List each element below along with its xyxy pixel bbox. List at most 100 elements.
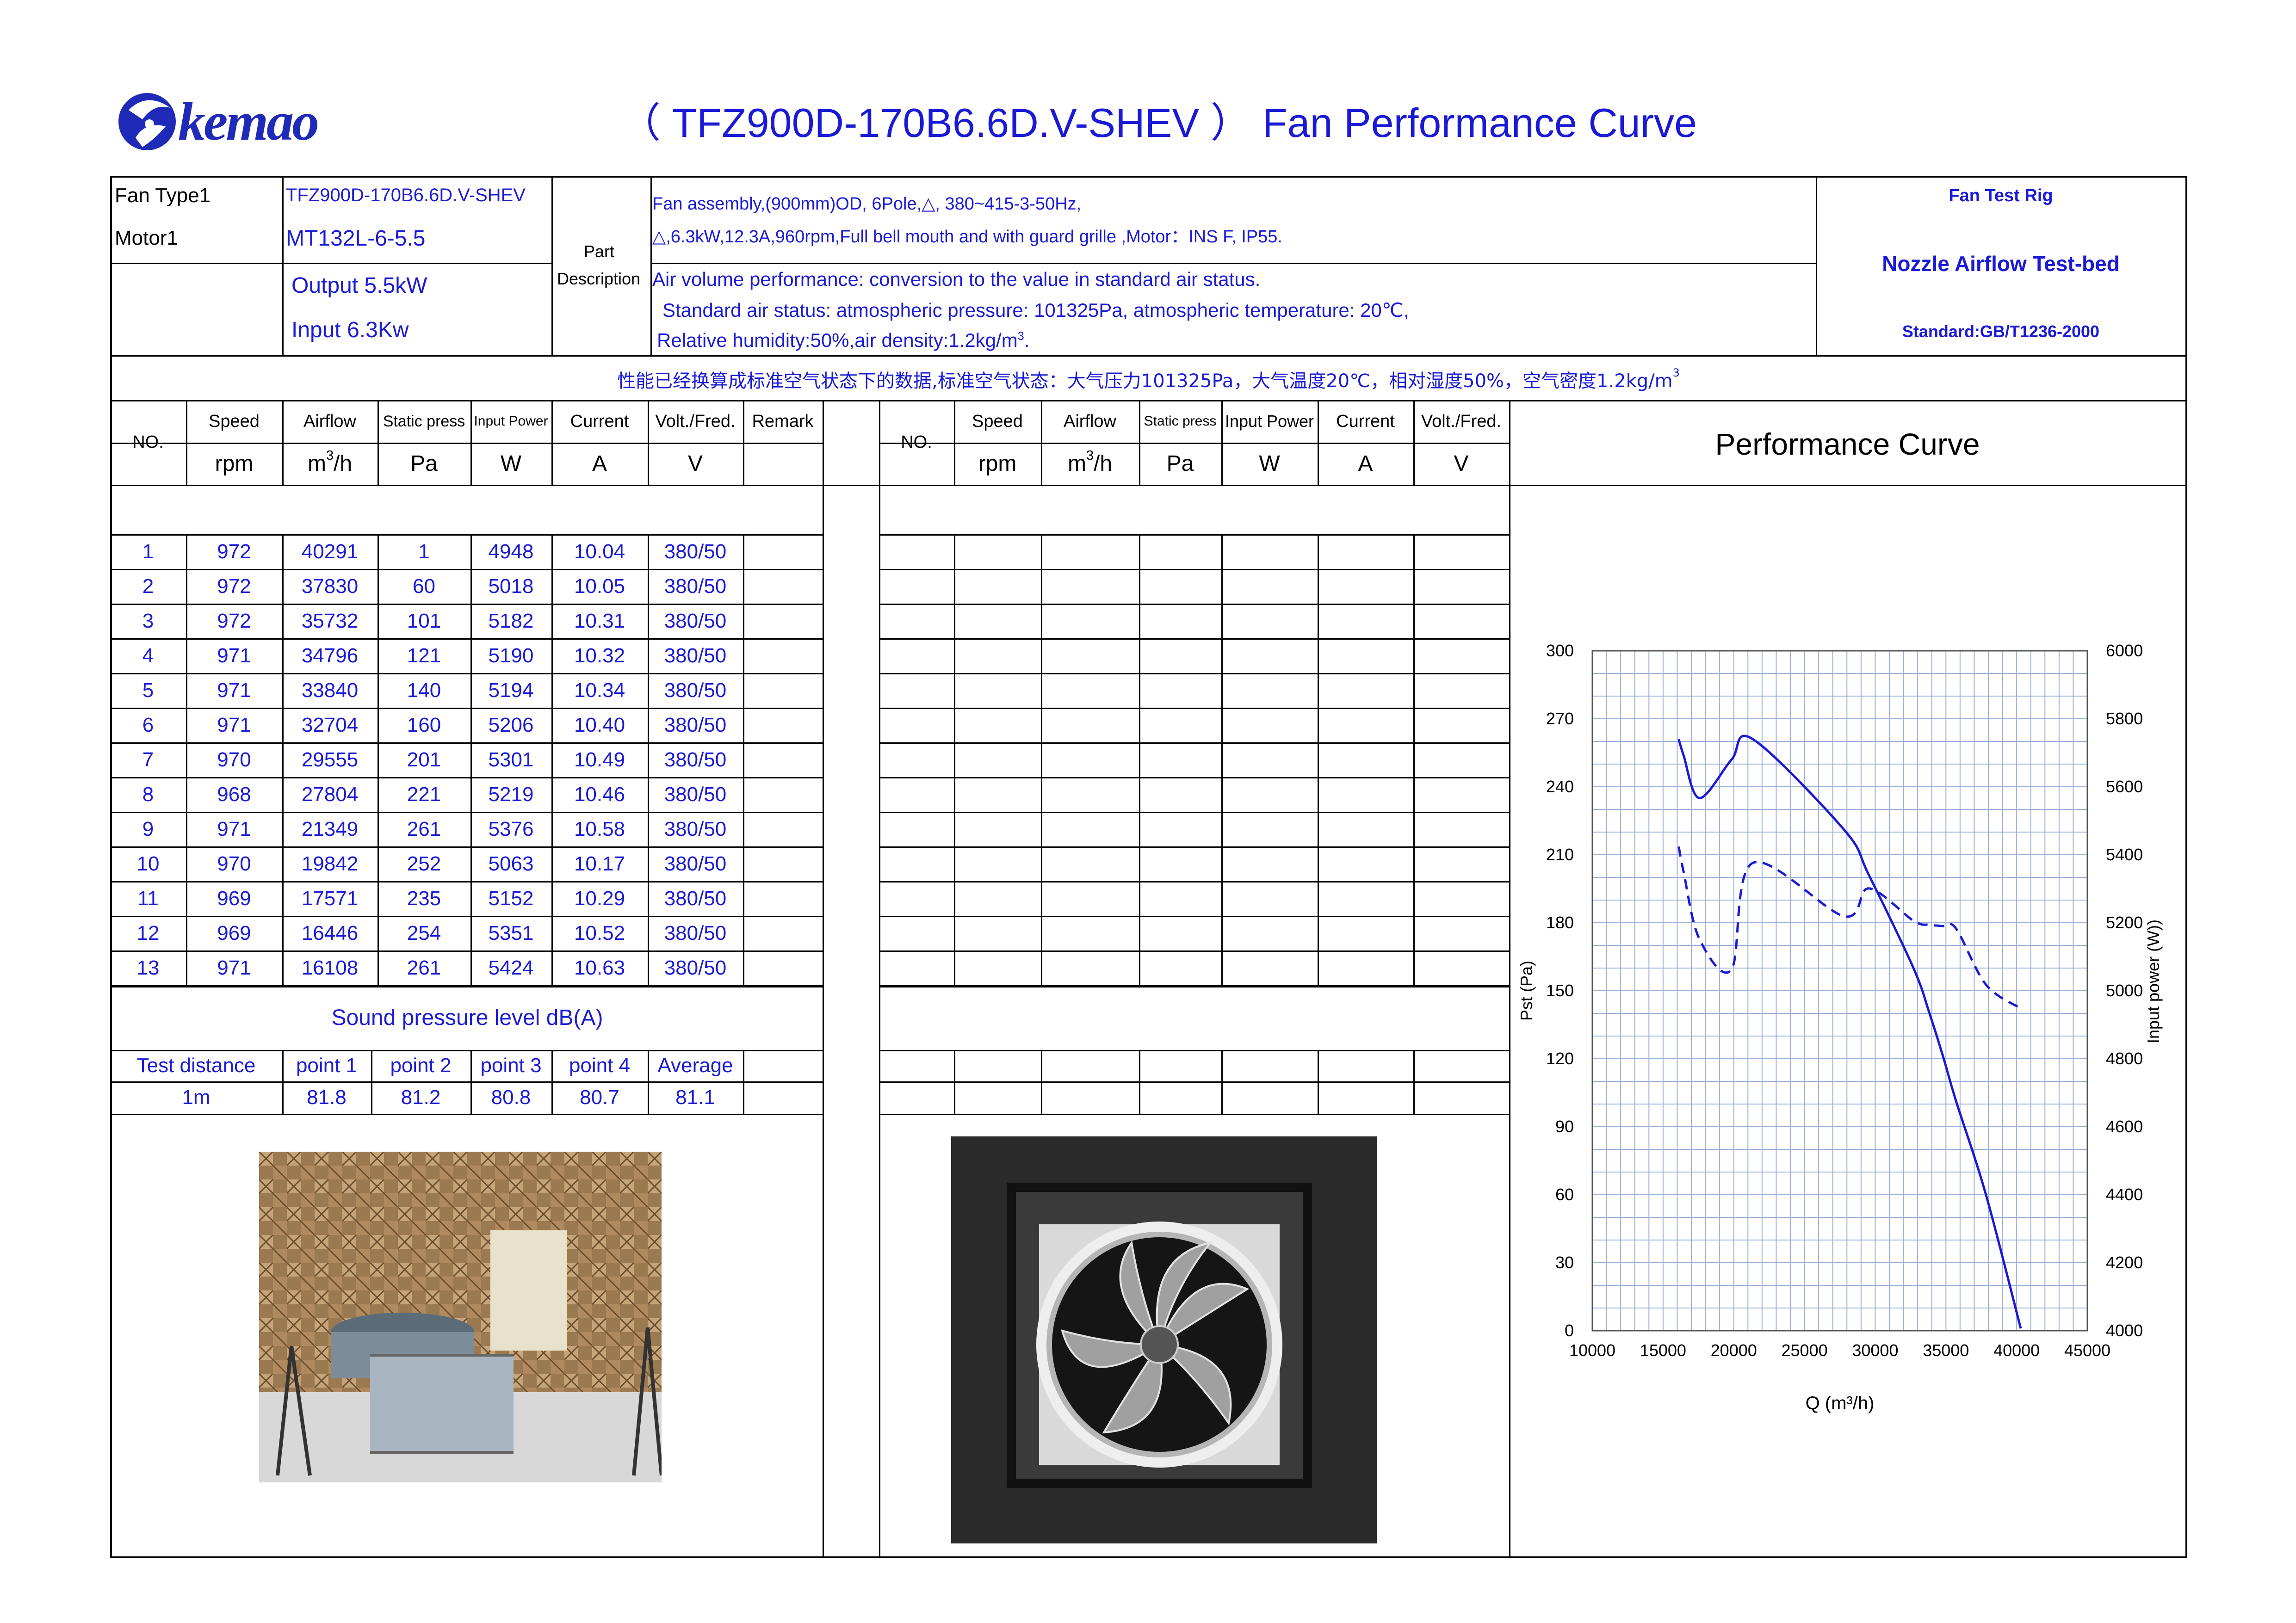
table-cell: 35732 [301,609,359,632]
sound-value-cell: 81.2 [401,1086,441,1109]
grid-line [110,1114,823,1115]
table-cell: 380/50 [664,574,727,598]
sound-value-cell: 80.7 [580,1086,619,1109]
table-header-cell: Volt./Fred. [1421,411,1502,431]
y-tick-label: 210 [1546,845,1574,864]
x-tick-label: 10000 [1569,1341,1615,1360]
sound-value-cell: 81.8 [307,1086,347,1109]
table-cell: 5152 [488,887,534,910]
grid-line [879,881,1509,882]
table-cell: 10.04 [574,540,625,563]
table-unit-cell: W [500,451,522,476]
rig-title: Fan Test Rig [1949,185,2053,205]
table-cell: 140 [407,679,441,702]
table-unit-cell: m 3/h [307,448,353,476]
table-header-cell: Static press [1144,413,1217,429]
grid-line [879,950,1509,952]
table-cell: 10.52 [574,921,625,944]
fan-type-label: Fan Type1 [115,184,211,207]
grid-line [650,176,652,355]
y2-tick-label: 4200 [2106,1253,2143,1272]
description-line-2: △,6.3kW,12.3A,960rpm,Full bell mouth and… [652,227,1282,247]
table-header-cell: Current [1336,411,1395,431]
table-cell: 10.49 [574,748,625,771]
table-cell: 160 [407,713,441,736]
grid-line [110,742,823,744]
grid-line [1139,534,1140,985]
sound-value-cell: 1m [182,1086,210,1109]
table-cell: 10.05 [574,574,625,598]
table-cell: 10.31 [574,609,625,632]
grid-line [186,534,187,985]
grid-line [110,569,823,570]
x-tick-label: 15000 [1640,1341,1686,1360]
grid-line [1041,534,1042,985]
grid-line [879,812,1509,813]
table-cell: 201 [407,748,441,771]
grid-line [1221,534,1223,985]
grid-line [954,534,955,985]
grid-line [110,777,823,778]
grid-line [1413,534,1415,985]
anechoic-chamber-photo [259,1152,662,1482]
grid-line [648,400,649,485]
y-tick-label: 120 [1546,1049,1574,1068]
sound-header-cell: Test distance [136,1054,256,1077]
table-cell: 380/50 [664,956,727,979]
grid-line [2185,176,2187,1558]
table-cell: 10.63 [574,956,625,979]
grid-line [879,986,1509,987]
y-tick-label: 90 [1555,1117,1574,1136]
static-pressure-series-line [1677,734,2022,1329]
grid-line [551,176,553,355]
grid-line [879,673,1509,674]
grid-line [282,534,284,985]
table-cell: 970 [217,852,251,875]
table-unit-cell: m 3/h [1067,448,1113,476]
grid-line [743,534,744,985]
y-axis-label: Pst (Pa) [1517,961,1536,1021]
test-rig-fan-photo [951,1136,1377,1543]
table-unit-cell: Pa [410,451,438,476]
sound-value-cell: 81.1 [675,1086,715,1109]
table-unit-cell: W [1259,451,1280,476]
y-tick-label: 180 [1546,913,1574,932]
x-tick-label: 35000 [1923,1341,1969,1360]
input-power-series-line [1677,846,2022,1010]
y2-tick-label: 5600 [2106,777,2143,796]
grid-line [1221,1050,1223,1114]
table-unit-cell: Pa [1166,451,1194,476]
grid-line [110,916,823,917]
table-cell: 34796 [301,644,359,667]
rig-name: Nozzle Airflow Test-bed [1882,252,2120,276]
grid-line [110,1081,823,1083]
grid-line [879,534,1509,536]
table-header-cell: Input Power [474,413,548,429]
table-cell: 971 [217,679,251,702]
grid-line [110,638,823,640]
table-header-cell: Speed [209,411,260,431]
table-cell: 5 [142,679,154,702]
y-tick-label: 0 [1565,1321,1574,1340]
grid-line [378,534,379,985]
grid-line [879,916,1509,917]
table-cell: 969 [217,887,251,910]
table-cell: 5194 [488,679,534,702]
table-cell: 380/50 [664,783,727,806]
table-header-cell: Current [570,411,629,431]
grid-line [110,263,551,264]
table-cell: 10.46 [574,783,625,806]
grid-line [879,777,1509,778]
kemao-logo-icon [118,93,176,150]
table-unit-cell: rpm [978,451,1017,476]
table-cell: 969 [217,921,251,944]
table-cell: 380/50 [664,540,727,563]
table-cell: 37830 [301,574,359,598]
grid-line [110,1556,2187,1558]
sound-header-cell: point 3 [480,1054,542,1077]
table-cell: 32704 [301,713,359,736]
table-cell: 971 [217,644,251,667]
table-cell: 8 [142,783,154,806]
grid-line [470,534,472,985]
y-tick-label: 240 [1546,777,1574,796]
